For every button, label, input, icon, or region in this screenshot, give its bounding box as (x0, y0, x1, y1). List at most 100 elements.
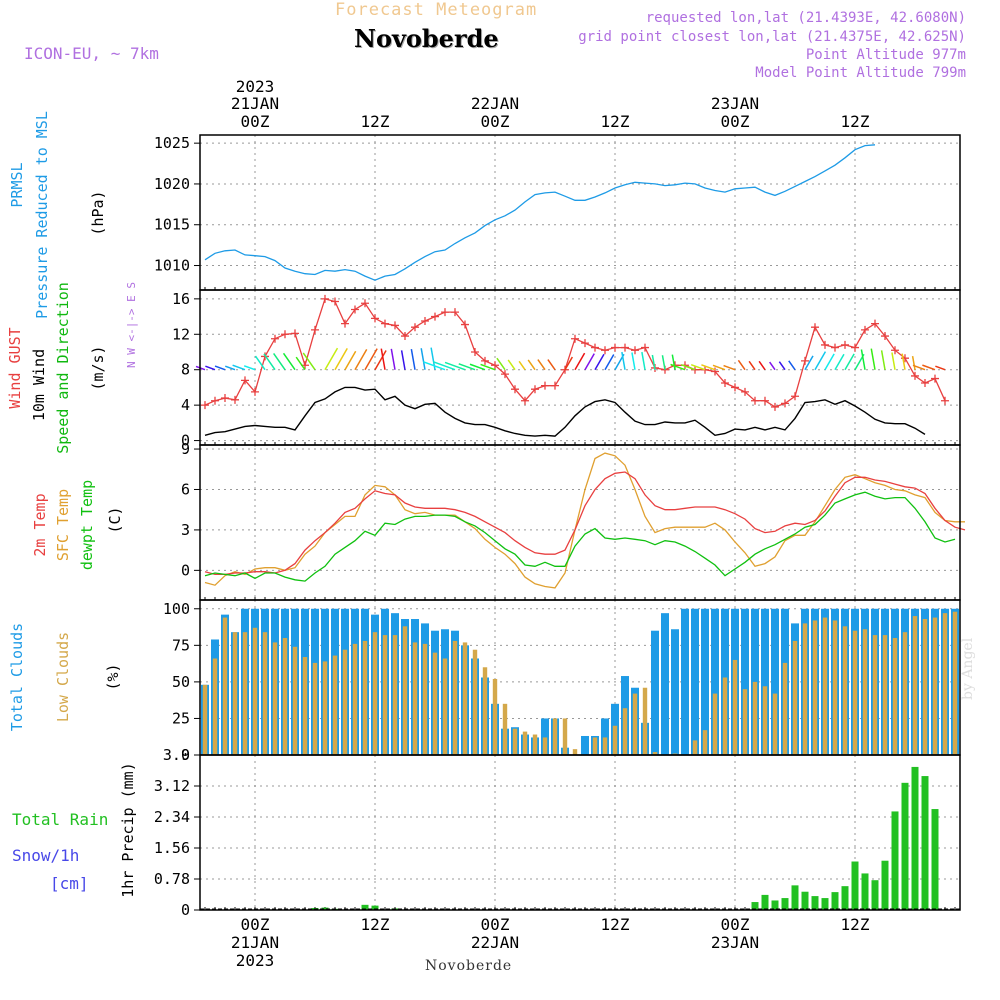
gust-marker (921, 379, 929, 387)
location-title: Novoberde (354, 24, 499, 53)
precip-ytick-label: 3.9 (163, 746, 190, 764)
precip-ytick-label: 3.12 (154, 777, 190, 795)
gust-marker (371, 314, 379, 323)
low-cloud-bar (942, 613, 948, 755)
wind-arrow (723, 364, 736, 371)
low-cloud-bar (412, 642, 418, 755)
gust-marker (831, 343, 839, 352)
wind-arrow (651, 354, 656, 370)
low-cloud-bar (932, 617, 938, 755)
gust-marker (891, 346, 899, 355)
wind-arrow (621, 351, 626, 370)
bottom-time-label: 00Z (721, 915, 750, 934)
gust-marker (521, 396, 529, 405)
top-date-label: 22JAN (471, 94, 519, 113)
wind-arrow (344, 350, 357, 371)
wind-arrow (232, 364, 246, 371)
low-cloud-bar (632, 693, 638, 755)
low-cloud-bar (472, 649, 478, 755)
pressure-ytick-label: 1010 (154, 257, 190, 275)
gust-marker (431, 312, 439, 321)
wind-arrow (911, 355, 916, 370)
wind-arrow (631, 352, 636, 370)
wind-arrow (574, 352, 586, 371)
gust-marker (381, 319, 389, 328)
rain-bar (881, 860, 889, 910)
temp-unit: (C) (106, 506, 124, 533)
low-cloud-bar (312, 662, 318, 755)
wind-arrow (433, 361, 456, 371)
wind-arrow (701, 364, 716, 371)
pressure-ytick-label: 1015 (154, 216, 190, 234)
gust-marker (231, 395, 239, 404)
total-cloud-bar (541, 718, 549, 755)
low-cloud-bar (432, 652, 438, 755)
gust-marker (221, 394, 229, 403)
gust-marker (931, 374, 939, 383)
rain-bar (891, 811, 899, 910)
low-cloud-bar (202, 684, 208, 755)
gust-marker (621, 343, 629, 352)
total-cloud-bar (701, 608, 709, 755)
low-cloud-bar (492, 678, 498, 755)
wind-arrow (282, 352, 296, 371)
wind-ytick-label: 4 (181, 396, 190, 414)
low-cloud-bar (742, 689, 748, 755)
wind-arrow (537, 359, 546, 371)
low-cloud-bar (362, 640, 368, 755)
low-cloud-bar (572, 749, 578, 755)
gust-marker (501, 370, 509, 379)
gust-marker (791, 392, 799, 401)
gust-marker (281, 330, 289, 339)
top-year-label: 2023 (236, 77, 275, 96)
wind-arrow (458, 363, 476, 371)
rain-bar (931, 809, 939, 910)
low-cloud-bar (702, 730, 708, 755)
low-cloud-bar (842, 626, 848, 755)
rain-bar (371, 905, 379, 910)
bottom-time-label: 00Z (241, 915, 270, 934)
total-cloud-bar (671, 629, 679, 755)
wind-arrow (243, 365, 256, 371)
gust-marker (421, 317, 429, 325)
clouds-ytick-label: 25 (172, 709, 190, 727)
model-altitude: Model Point Altitude 799m (755, 65, 966, 81)
precip-ytick-label: 0 (181, 901, 190, 919)
total-cloud-bar (771, 608, 779, 755)
low-cloud-bar (462, 642, 468, 755)
wind-arrow (295, 356, 306, 371)
point-altitude: Point Altitude 977m (805, 47, 966, 63)
bottom-time-label: 12Z (361, 915, 390, 934)
low-cloud-bar (562, 718, 568, 755)
rain-bar (361, 904, 369, 910)
wind-arrow (844, 353, 855, 371)
pressure-frame (199, 134, 961, 291)
gust-marker (881, 332, 889, 341)
gust-marker (761, 396, 769, 405)
low-cloud-bar (922, 619, 928, 755)
wind-arrow (814, 351, 827, 371)
gust-marker (511, 385, 519, 394)
rain-bar (911, 766, 919, 910)
low-cloud-bar (772, 693, 778, 755)
temperature-ytick-label: 9 (181, 440, 190, 458)
wind-label-dir: Speed and Direction (54, 282, 72, 454)
gust-marker (331, 297, 339, 306)
gust-marker (491, 361, 499, 370)
wind-arrow (423, 361, 446, 371)
rain-bar (801, 891, 809, 910)
total-cloud-bar (761, 608, 769, 755)
rain-bar (751, 902, 759, 910)
rain-bar (771, 900, 779, 910)
low-cloud-bar (882, 635, 888, 755)
gust-marker (361, 299, 369, 308)
gust-marker (251, 387, 259, 396)
wind-arrow (671, 354, 676, 370)
gridpoint-coords: grid point closest lon,lat (21.4375E, 42… (578, 29, 966, 45)
low-cloud-bar (852, 630, 858, 755)
gust-marker (321, 294, 329, 303)
rain-bar (791, 885, 799, 910)
bottom-date-label: 21JAN (231, 933, 279, 952)
wind-ytick-label: 8 (181, 361, 190, 379)
wind-arrow (834, 353, 845, 371)
